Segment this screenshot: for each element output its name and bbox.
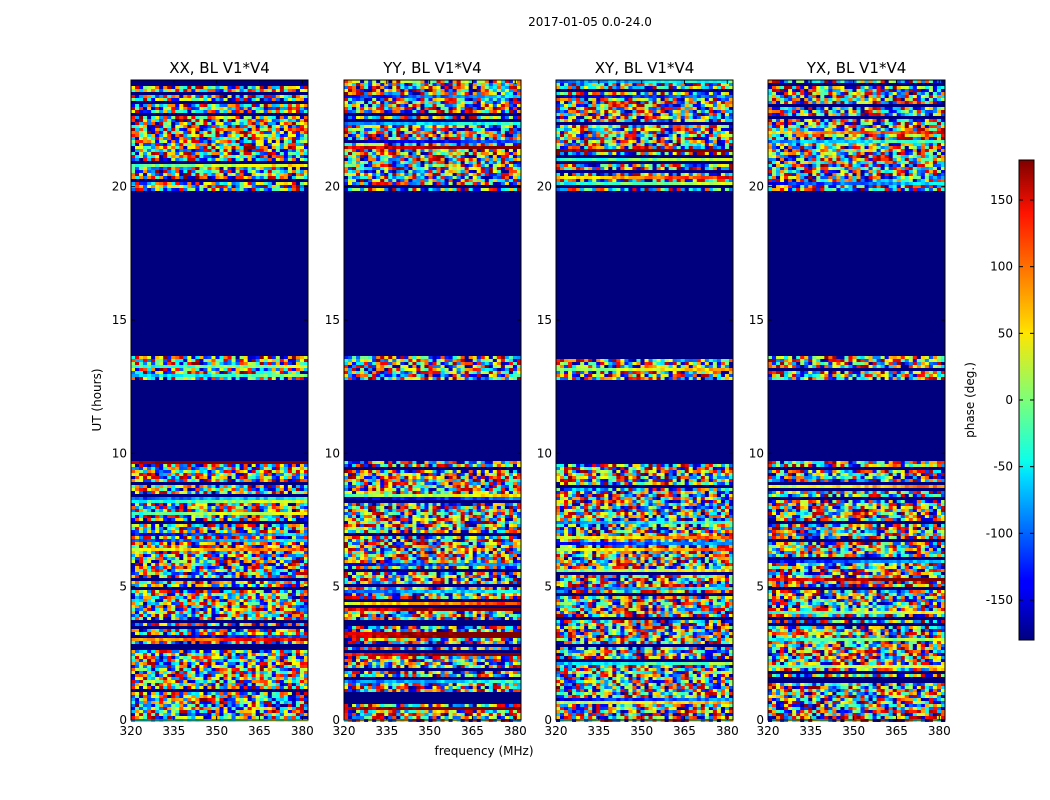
x-tick-label: 335 (375, 724, 398, 738)
colorbar-tick-label: -150 (986, 593, 1013, 607)
x-tick-label: 380 (716, 724, 739, 738)
y-tick-label: 20 (112, 180, 127, 194)
panel-frame (767, 79, 946, 721)
y-tick-label: 20 (537, 180, 552, 194)
panel-frame (343, 79, 522, 721)
colorbar: -150 -100 -50 0 50 100 150 (986, 159, 1035, 641)
x-tick-label: 320 (757, 724, 780, 738)
x-tick-label: 335 (587, 724, 610, 738)
y-tick-label: 0 (544, 713, 552, 727)
panel-title: XX, BL V1*V4 (169, 59, 270, 77)
colorbar-tick-label: -100 (986, 526, 1013, 540)
y-tick-label: 20 (749, 180, 764, 194)
y-tick-label: 5 (119, 580, 127, 594)
y-tick-label: 5 (332, 580, 340, 594)
y-tick-label: 10 (325, 446, 340, 460)
y-tick-label: 0 (756, 713, 764, 727)
figure-title: 2017-01-05 0.0-24.0 (528, 15, 652, 29)
x-tick-label: 365 (673, 724, 696, 738)
x-tick-label: 320 (545, 724, 568, 738)
x-tick-label: 380 (928, 724, 951, 738)
panel-1: XX, BL V1*V4 320 335 350 365 380 0 5 10 15 20 (112, 59, 314, 738)
colorbar-tick-label: 50 (998, 326, 1013, 340)
colorbar-tick-label: 100 (990, 260, 1013, 274)
x-tick-label: 350 (205, 724, 228, 738)
x-tick-label: 350 (418, 724, 441, 738)
colorbar-ticks: -150 -100 -50 0 50 100 150 (986, 193, 1034, 607)
y-tick-label: 20 (325, 180, 340, 194)
y-tick-label: 15 (749, 313, 764, 327)
panel-frame (130, 79, 309, 721)
colorbar-tick-label: 150 (990, 193, 1013, 207)
y-tick-label: 10 (112, 446, 127, 460)
panel-title: YX, BL V1*V4 (806, 59, 907, 77)
panel-4: YX, BL V1*V4 320 335 350 365 380 0 5 10 15 20 (749, 59, 951, 738)
panel-title: YY, BL V1*V4 (382, 59, 481, 77)
heatmap-image (768, 80, 946, 722)
colorbar-label: phase (deg.) (963, 362, 977, 438)
x-axis-label: frequency (MHz) (434, 744, 533, 758)
panel-frame (555, 79, 734, 721)
heatmap-image (556, 80, 734, 722)
panel-2: YY, BL V1*V4 320 335 350 365 380 0 5 10 15 20 (325, 59, 527, 738)
x-tick-label: 335 (799, 724, 822, 738)
x-tick-label: 365 (248, 724, 271, 738)
y-tick-label: 0 (119, 713, 127, 727)
x-tick-label: 335 (162, 724, 185, 738)
x-tick-label: 365 (885, 724, 908, 738)
y-tick-label: 5 (544, 580, 552, 594)
colorbar-tick-label: 0 (1005, 393, 1013, 407)
y-tick-label: 15 (112, 313, 127, 327)
y-tick-label: 5 (756, 580, 764, 594)
x-tick-label: 320 (120, 724, 143, 738)
x-tick-label: 350 (630, 724, 653, 738)
y-tick-label: 10 (537, 446, 552, 460)
y-tick-label: 15 (537, 313, 552, 327)
x-tick-label: 365 (461, 724, 484, 738)
y-tick-label: 10 (749, 446, 764, 460)
x-tick-label: 380 (291, 724, 314, 738)
colorbar-tick-label: -50 (993, 460, 1013, 474)
x-tick-label: 320 (333, 724, 356, 738)
heatmap-image (344, 80, 522, 722)
x-tick-label: 350 (842, 724, 865, 738)
x-tick-label: 380 (504, 724, 527, 738)
heatmap-image (131, 80, 309, 722)
panel-3: XY, BL V1*V4 320 335 350 365 380 0 5 10 15 20 (537, 59, 739, 738)
panel-title: XY, BL V1*V4 (595, 59, 695, 77)
y-axis-label: UT (hours) (90, 368, 104, 431)
y-tick-label: 15 (325, 313, 340, 327)
y-tick-label: 0 (332, 713, 340, 727)
